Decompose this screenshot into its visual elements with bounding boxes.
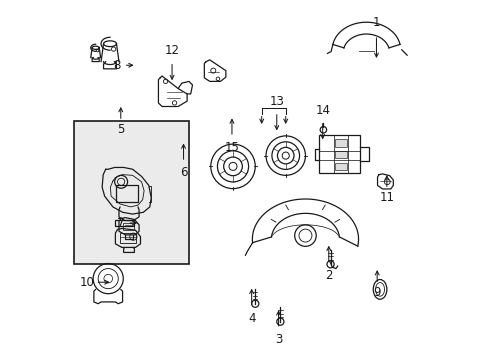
Text: 12: 12: [164, 44, 179, 57]
Text: 6: 6: [180, 166, 187, 179]
Text: 13: 13: [269, 95, 284, 108]
Text: 1: 1: [372, 16, 380, 29]
Bar: [120, 233, 136, 243]
Bar: [74, 121, 188, 264]
Bar: [335, 151, 346, 158]
Text: 14: 14: [315, 104, 329, 117]
Bar: [115, 220, 134, 226]
Text: 5: 5: [117, 123, 124, 136]
Text: 3: 3: [274, 333, 282, 346]
Text: 2: 2: [325, 269, 332, 282]
Text: 10: 10: [79, 276, 94, 289]
Text: 4: 4: [247, 311, 255, 325]
Text: 9: 9: [373, 287, 380, 300]
Text: 11: 11: [379, 192, 393, 204]
Text: 7: 7: [117, 216, 124, 230]
Bar: [116, 185, 138, 202]
Bar: [318, 135, 360, 173]
Bar: [335, 139, 346, 147]
Text: 8: 8: [113, 59, 121, 72]
Text: 15: 15: [224, 141, 239, 154]
Bar: [122, 223, 134, 230]
Bar: [335, 163, 346, 170]
